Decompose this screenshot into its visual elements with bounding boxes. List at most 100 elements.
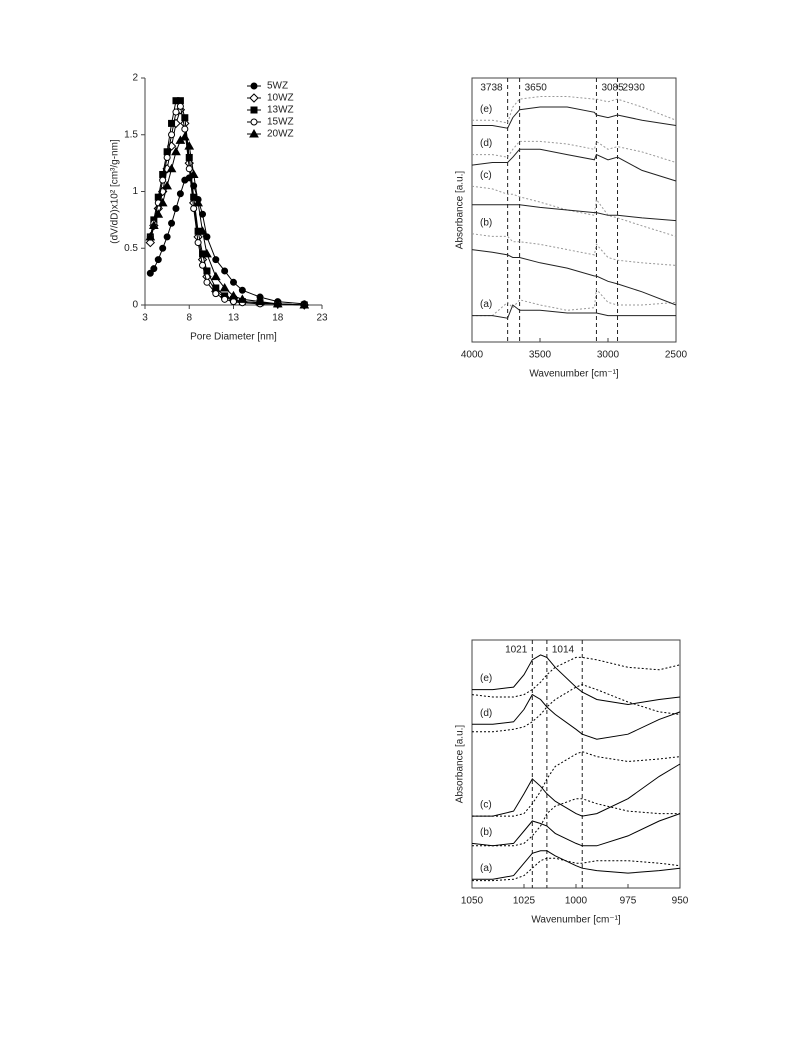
- marker: [153, 209, 164, 218]
- marker: [238, 286, 246, 294]
- marker: [168, 119, 176, 127]
- trace-label: (d): [480, 138, 492, 149]
- marker: [163, 153, 171, 161]
- marker: [203, 233, 211, 241]
- marker: [188, 169, 199, 178]
- reference-label: 3738: [480, 83, 503, 94]
- legend-label: 5WZ: [267, 81, 288, 92]
- trace-label: (b): [480, 827, 492, 838]
- x-tick-label: 1025: [513, 896, 536, 907]
- marker: [176, 190, 184, 198]
- marker: [150, 265, 158, 273]
- legend-label: 10WZ: [267, 93, 294, 104]
- x-tick-label: 8: [186, 313, 192, 324]
- marker: [197, 226, 208, 235]
- series-line: [471, 148, 677, 182]
- marker: [230, 298, 237, 306]
- legend-marker: [249, 93, 259, 103]
- marker: [181, 125, 189, 133]
- trace-label: (a): [480, 299, 492, 310]
- marker: [255, 296, 265, 306]
- reference-label: 3085: [601, 83, 624, 94]
- marker: [157, 197, 168, 207]
- x-tick-label: 950: [672, 896, 689, 907]
- series-line: [471, 813, 681, 847]
- x-axis-title: Wavenumber [cm⁻¹]: [531, 915, 621, 926]
- marker: [145, 237, 156, 248]
- marker: [221, 267, 229, 275]
- x-tick-label: 3500: [529, 350, 552, 361]
- marker: [202, 248, 212, 258]
- marker: [176, 97, 184, 105]
- series-line: [472, 288, 677, 317]
- series-line: [472, 763, 681, 817]
- marker: [221, 295, 229, 303]
- reference-label: 1014: [552, 645, 575, 656]
- trace-label: (b): [480, 217, 492, 228]
- plot-frame: [471, 77, 677, 343]
- marker: [166, 163, 177, 173]
- marker: [163, 233, 171, 241]
- marker: [203, 278, 211, 286]
- series-line: [472, 106, 677, 129]
- series-line: [472, 798, 680, 847]
- y-tick-label: 0.5: [124, 243, 138, 254]
- marker: [237, 294, 248, 303]
- reference-label: 2930: [623, 83, 646, 94]
- x-tick-label: 1050: [461, 896, 484, 907]
- series-line: [472, 693, 681, 740]
- reference-label: 3650: [525, 83, 548, 94]
- trace-label: (d): [480, 708, 492, 719]
- x-tick-label: 4000: [461, 350, 484, 361]
- marker: [193, 197, 203, 207]
- marker: [163, 148, 171, 156]
- marker: [219, 282, 230, 292]
- marker: [181, 114, 189, 122]
- x-tick-label: 23: [316, 313, 328, 324]
- series-line: [472, 684, 681, 733]
- y-axis-title: Absorbance [a.u.]: [455, 725, 466, 804]
- x-tick-label: 13: [228, 313, 240, 324]
- y-tick-label: 2: [132, 73, 138, 84]
- marker: [172, 108, 180, 116]
- x-tick-label: 3000: [597, 350, 620, 361]
- legend-label: 20WZ: [267, 129, 294, 140]
- marker: [159, 244, 167, 252]
- x-tick-label: 2500: [665, 350, 688, 361]
- trace-label: (e): [480, 673, 492, 684]
- y-tick-label: 1: [132, 186, 138, 197]
- legend-marker: [250, 106, 258, 114]
- marker: [145, 231, 156, 241]
- series-line: [149, 177, 305, 305]
- plot-frame: [471, 639, 681, 889]
- y-axis-title: (dV/dD)x10² [cm³/g-nm]: [110, 139, 121, 244]
- marker: [228, 290, 239, 300]
- series-line: [472, 304, 676, 319]
- marker: [168, 131, 176, 139]
- marker: [179, 132, 190, 141]
- series-line: [471, 656, 681, 698]
- marker: [148, 220, 159, 230]
- marker: [185, 153, 193, 161]
- marker: [210, 271, 221, 281]
- series-line: [472, 850, 681, 880]
- marker: [172, 205, 180, 213]
- marker: [154, 193, 162, 201]
- x-tick-label: 1000: [565, 896, 588, 907]
- trace-label: (c): [480, 800, 492, 811]
- series-line: [471, 233, 677, 266]
- marker: [199, 261, 207, 269]
- marker: [146, 269, 154, 277]
- marker: [212, 256, 220, 264]
- legend-label: 13WZ: [267, 105, 294, 116]
- series-line: [471, 249, 677, 306]
- legend-marker: [250, 82, 258, 90]
- marker: [185, 165, 193, 173]
- trace-label: (a): [480, 863, 492, 874]
- marker: [162, 180, 172, 190]
- marker: [159, 176, 167, 184]
- marker: [272, 298, 283, 308]
- marker: [190, 193, 198, 201]
- series-line: [471, 185, 677, 237]
